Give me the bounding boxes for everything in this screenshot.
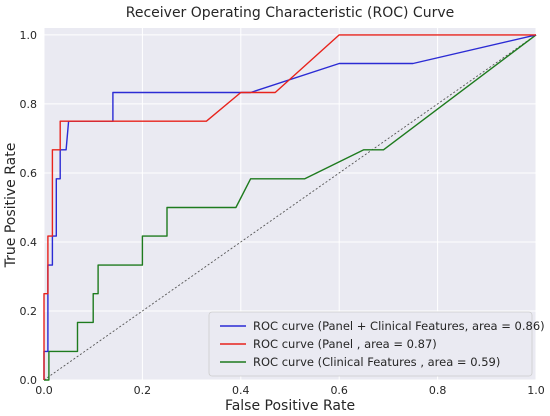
grid: [43, 28, 537, 381]
y-tick-label: 1.0: [20, 29, 38, 42]
x-tick-label: 0.8: [429, 384, 447, 397]
roc-line-clinical: [44, 34, 537, 381]
x-axis-label: False Positive Rate: [225, 398, 355, 414]
x-tick-label: 0.6: [330, 384, 348, 397]
x-tick-label: 0.4: [232, 384, 250, 397]
series-lines: [43, 34, 537, 381]
y-axis-label: True Positive Rate: [3, 143, 19, 269]
y-tick-label: 0.6: [20, 167, 38, 180]
y-tick-label: 0.4: [20, 236, 38, 249]
x-tick-label: 0.2: [134, 384, 152, 397]
legend-label-panel-clinical: ROC curve (Panel + Clinical Features, ar…: [253, 319, 545, 333]
legend-label-panel: ROC curve (Panel , area = 0.87): [253, 337, 437, 351]
legend-label-clinical: ROC curve (Clinical Features , area = 0.…: [253, 355, 500, 369]
legend: ROC curve (Panel + Clinical Features, ar…: [208, 311, 545, 377]
y-tick-label: 0.0: [20, 374, 38, 387]
roc-line-panel: [43, 34, 536, 380]
chance-diagonal-line: [43, 34, 537, 381]
chart-title: Receiver Operating Characteristic (ROC) …: [126, 5, 455, 21]
x-tick-label: 1.0: [527, 384, 545, 397]
y-tick-label: 0.8: [20, 98, 38, 111]
legend-box: [208, 311, 533, 377]
x-tick-label: 0.0: [35, 384, 53, 397]
y-tick-label: 0.2: [20, 305, 38, 318]
tick-labels: 0.0 0.2 0.4 0.6 0.8 1.0 0.0 0.2 0.4 0.6 0.8 1.0: [20, 29, 545, 397]
